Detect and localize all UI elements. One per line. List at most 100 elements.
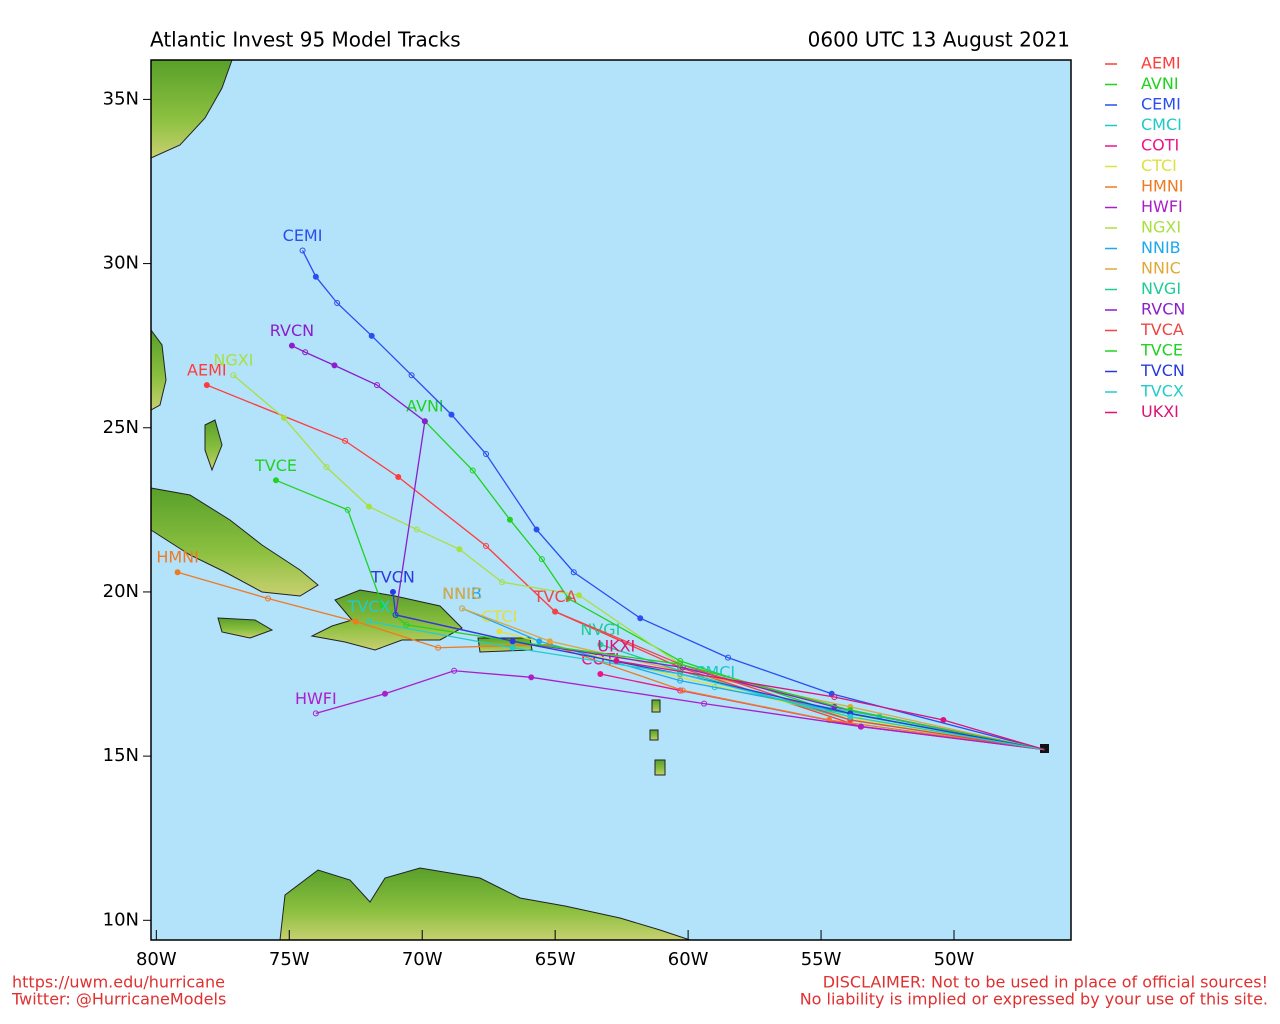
legend-label: UKXI [1141, 402, 1179, 421]
legend-label: COTI [1141, 136, 1179, 155]
track-point [677, 677, 684, 684]
track-point [570, 569, 577, 576]
track-point [435, 644, 442, 651]
track-label: TVCE [254, 456, 297, 475]
track-point [533, 526, 540, 533]
track-label: CEMI [283, 226, 323, 245]
track-label: UKXI [597, 636, 635, 655]
x-tick-label: 65W [535, 949, 576, 970]
track-point [498, 579, 505, 586]
footer-right: No liability is implied or expressed by … [800, 990, 1268, 1009]
legend-label: AEMI [1141, 54, 1181, 73]
track-point [374, 382, 381, 389]
x-tick-label: 75W [269, 949, 310, 970]
track-point [576, 592, 583, 599]
footer-right: DISCLAIMER: Not to be used in place of o… [823, 973, 1268, 992]
track-point [408, 372, 415, 379]
track [291, 345, 1045, 751]
land [150, 59, 691, 941]
track-point [637, 615, 644, 622]
track-label: CTCI [481, 607, 517, 626]
x-tick-label: 55W [801, 949, 842, 970]
ocean [151, 60, 1071, 940]
track-point [389, 588, 396, 595]
track-point [272, 477, 279, 484]
track-label: NNIB [442, 584, 482, 603]
track-point [528, 674, 535, 681]
track-point [538, 556, 545, 563]
y-tick-label: 10N [103, 909, 139, 930]
x-tick-label: 70W [402, 949, 443, 970]
track-label: TVCX [347, 597, 391, 616]
track-point [536, 638, 543, 645]
track-point [459, 605, 466, 612]
track [424, 420, 1045, 751]
track-point [509, 644, 516, 651]
x-tick-label: 50W [934, 949, 975, 970]
track-point [677, 674, 684, 681]
footer-left: https://uwm.edu/hurricane [12, 973, 225, 992]
track [392, 591, 1045, 751]
legend-label: NVGI [1141, 279, 1181, 298]
track-point [352, 618, 359, 625]
track-point [366, 618, 373, 625]
track-label: NGXI [213, 351, 253, 370]
track [554, 611, 1045, 751]
track [275, 479, 1045, 751]
track-point [552, 608, 559, 615]
track-point [677, 661, 684, 668]
track-point [366, 503, 373, 510]
legend-label: TVCA [1140, 320, 1184, 339]
legend-label: NNIB [1141, 238, 1181, 257]
track-point [546, 638, 553, 645]
legend-label: TVCE [1140, 341, 1183, 360]
track-point [302, 349, 309, 356]
legend-label: AVNI [1141, 74, 1179, 93]
legend-label: HWFI [1141, 197, 1183, 216]
track-point [403, 621, 410, 628]
track-point [331, 362, 338, 369]
track-label: NNIC [442, 584, 482, 603]
track-point [203, 382, 210, 389]
track-point [724, 654, 731, 661]
track-point [334, 299, 341, 306]
track-label: TVCN [370, 567, 415, 586]
track-point [847, 713, 854, 720]
track-point [264, 595, 271, 602]
track-label: HWFI [295, 689, 337, 708]
y-tick-label: 15N [103, 745, 139, 766]
track-point [368, 332, 375, 339]
footer-left: Twitter: @HurricaneModels [11, 990, 226, 1009]
track-point [381, 690, 388, 697]
y-tick-label: 25N [103, 417, 139, 438]
x-tick-label: 60W [668, 949, 709, 970]
track-point [483, 451, 490, 458]
track-point [312, 710, 319, 717]
track-point [701, 700, 708, 707]
track-point [456, 546, 463, 553]
track-point [230, 372, 237, 379]
track-point [344, 506, 351, 513]
track-point [496, 628, 503, 635]
track-label: HMNI [156, 548, 199, 567]
legend-label: CTCI [1141, 156, 1177, 175]
legend-label: CMCI [1141, 115, 1182, 134]
track-point [483, 542, 490, 549]
track-point [597, 671, 604, 678]
track-point [940, 717, 947, 723]
track-label: AEMI [187, 361, 227, 380]
legend-label: NNIC [1141, 259, 1181, 278]
track-point [506, 516, 513, 523]
legend-label: RVCN [1141, 300, 1185, 319]
legend-label: HMNI [1141, 177, 1184, 196]
track-point [565, 595, 572, 602]
track-point [597, 641, 604, 648]
track-point [613, 657, 620, 664]
track-point [448, 411, 455, 418]
track-point [379, 602, 386, 609]
track-label: RVCN [270, 321, 314, 340]
y-tick-label: 30N [103, 253, 139, 274]
track-point [280, 414, 287, 421]
track-point [413, 526, 420, 533]
